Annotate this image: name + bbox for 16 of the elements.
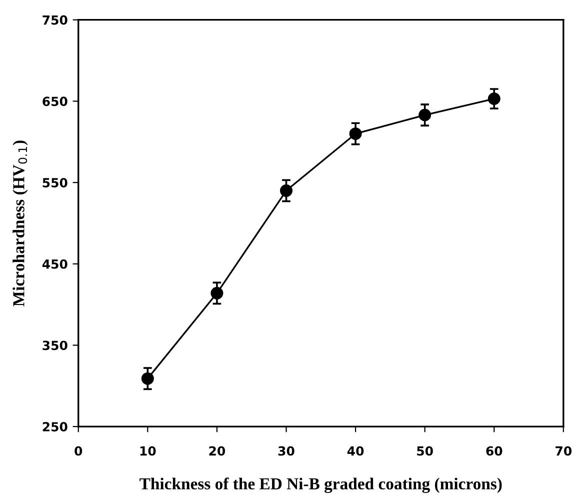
x-tick-label: 70 bbox=[556, 446, 572, 456]
x-tick-label: 30 bbox=[278, 446, 294, 456]
y-tick-label: 650 bbox=[42, 96, 68, 106]
x-axis-title: Thickness of the ED Ni-B graded coating (microns) bbox=[140, 478, 502, 493]
x-tick-label: 20 bbox=[209, 446, 226, 456]
y-tick-label: 550 bbox=[42, 178, 68, 188]
y-tick-label: 450 bbox=[42, 259, 68, 269]
y-tick-label: 750 bbox=[42, 15, 68, 25]
x-tick-label: 60 bbox=[486, 446, 502, 456]
y-tick-label: 250 bbox=[42, 422, 68, 432]
x-tick-label: 10 bbox=[140, 446, 156, 456]
x-tick-label: 50 bbox=[417, 446, 433, 456]
x-tick-label: 0 bbox=[74, 446, 82, 456]
y-axis-title: Microhardness (HV$_{0.1}$) bbox=[12, 140, 28, 306]
y-tick-label: 350 bbox=[42, 340, 68, 350]
x-tick-label: 40 bbox=[347, 446, 364, 456]
